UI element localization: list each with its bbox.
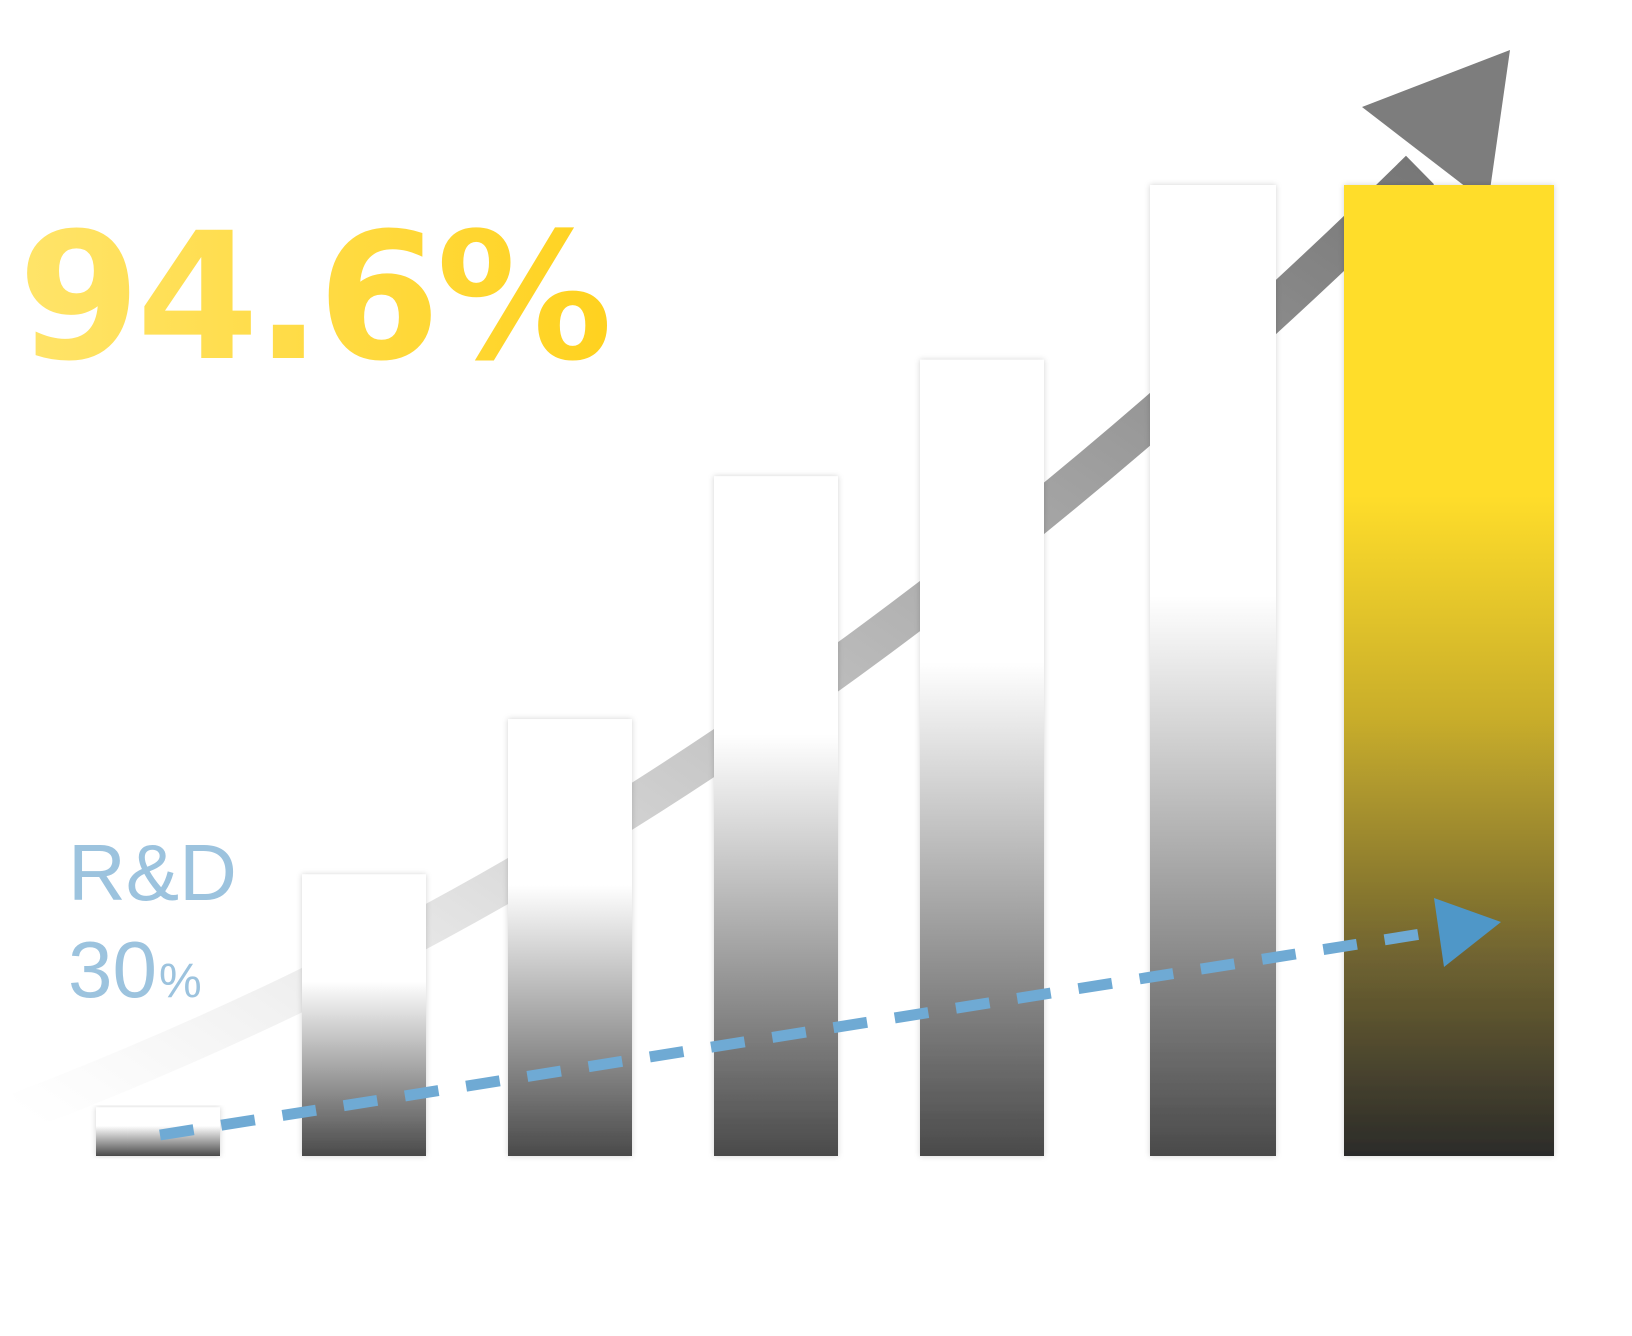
bar <box>920 359 1044 1156</box>
rd-label: R&D <box>68 828 237 917</box>
bar-highlight <box>1344 185 1554 1156</box>
headline-value: 94.6% <box>18 195 609 400</box>
bar <box>302 874 426 1156</box>
trend-arrow-head <box>1362 50 1510 204</box>
bar <box>1150 185 1276 1156</box>
bar <box>96 1107 220 1156</box>
rd-value-text: 30% <box>68 925 202 1014</box>
bar-series <box>96 185 1554 1156</box>
rd-unit: % <box>159 955 202 1008</box>
rd-trend-arrow <box>159 898 1501 1141</box>
bar <box>508 719 632 1156</box>
bar <box>714 476 838 1156</box>
rd-arrow-head <box>1434 898 1501 967</box>
rd-arrow-line <box>159 925 1441 1141</box>
rd-value: 30 <box>68 925 157 1014</box>
